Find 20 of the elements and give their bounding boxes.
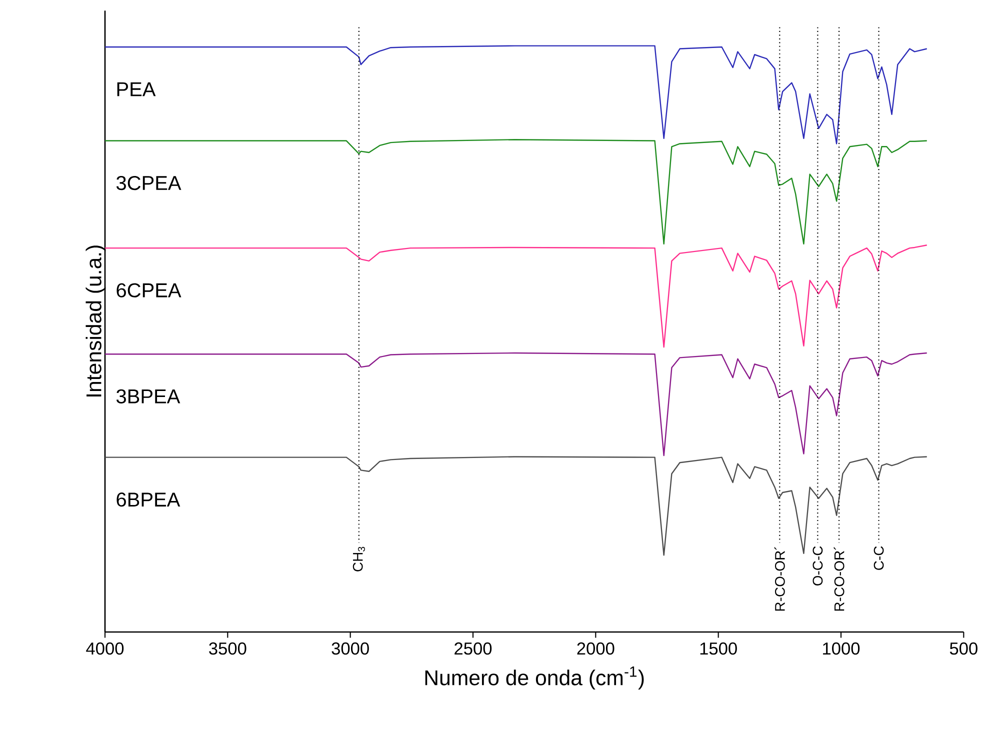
x-tick-label: 3000 — [332, 642, 369, 655]
x-tick-label: 3500 — [209, 642, 246, 655]
series-label: 3BPEA — [116, 389, 180, 404]
series-label: 6BPEA — [116, 492, 180, 507]
x-tick-label: 1000 — [823, 642, 860, 655]
ref-line-label: R-CO-OR´ — [774, 546, 785, 611]
ref-line-label: O-C-C — [812, 546, 823, 586]
x-tick-label: 1500 — [700, 642, 737, 655]
x-tick-label: 4000 — [86, 642, 124, 655]
ref-line-label: C-C — [874, 546, 884, 570]
series-label: PEA — [117, 82, 156, 96]
x-tick-label: 500 — [950, 642, 978, 655]
series-label: 6CPEA — [116, 283, 182, 298]
x-axis-title: Numero de onda (cm$^{-1}$) — [425, 666, 644, 690]
series-label: 3CPEA — [116, 176, 182, 190]
ref-line-label: R-CO-OR´ — [834, 546, 844, 611]
x-tick-label: 2500 — [454, 642, 492, 655]
y-axis-title: Intensidad (u.a.) — [86, 246, 106, 396]
ref-line-label: CH$_{3}$ — [352, 546, 365, 572]
x-tick-label: 2000 — [577, 642, 614, 655]
